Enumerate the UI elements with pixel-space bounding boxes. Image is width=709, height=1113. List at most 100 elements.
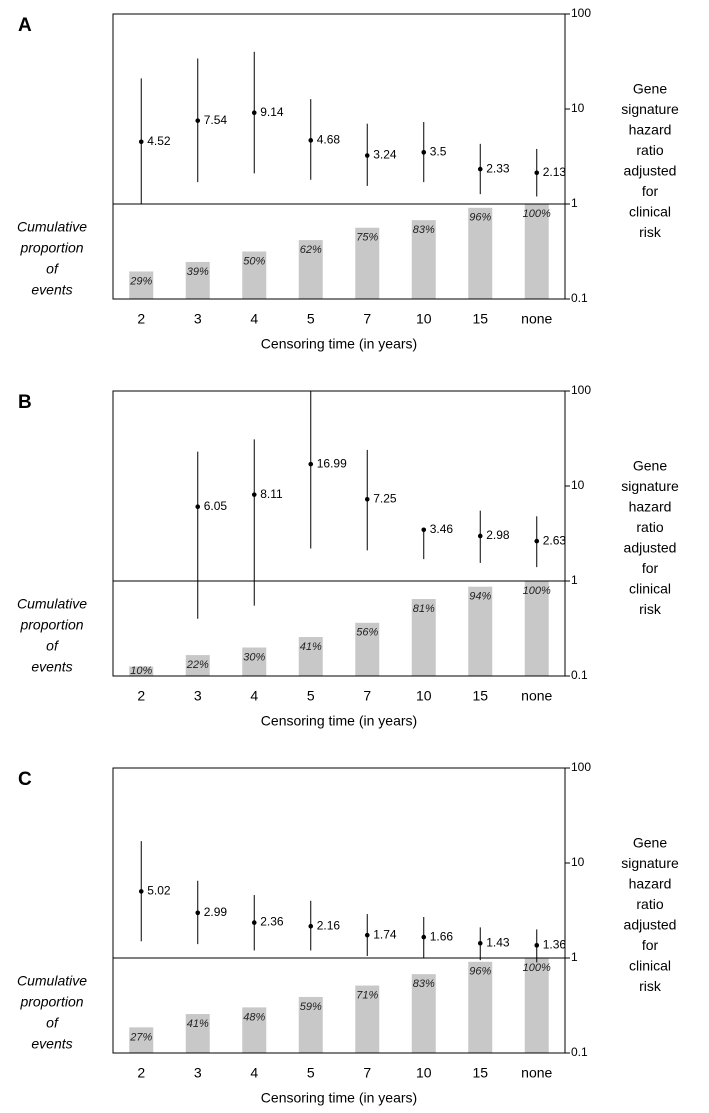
x-tick-label: 7 (363, 1065, 371, 1081)
bar-axis-title: proportion (19, 617, 83, 633)
y-tick-label: 1 (571, 573, 578, 587)
hazard-point (477, 166, 483, 172)
proportion-bar (129, 271, 154, 299)
x-tick-label: 10 (416, 311, 432, 327)
x-tick-label: 15 (472, 688, 488, 704)
y-tick-label: 10 (571, 478, 585, 492)
proportion-bar (355, 622, 380, 676)
y-axis-title: signature (621, 855, 679, 871)
y-tick-label: 10 (571, 855, 585, 869)
y-tick-label: 0.1 (571, 668, 588, 682)
y-axis-title: clinical (629, 204, 671, 220)
plot-frame (112, 13, 566, 300)
x-axis-title: Censoring time (in years) (261, 713, 417, 729)
y-tick-label: 1 (571, 196, 578, 210)
hazard-point (251, 492, 257, 497)
y-tick-label: 100 (571, 383, 591, 397)
proportion-bar (524, 958, 549, 1053)
proportion-bar (298, 240, 323, 299)
y-axis-title: adjusted (624, 917, 677, 933)
proportion-label: 81% (413, 603, 435, 615)
y-axis-title: for (642, 183, 659, 199)
y-axis-title: Gene (633, 81, 667, 97)
y-tick-label: 10 (571, 101, 585, 115)
proportion-label: 83% (413, 978, 435, 990)
proportion-label: 59% (300, 1001, 322, 1013)
hazard-point (138, 889, 144, 894)
hazard-label: 9.14 (260, 105, 284, 119)
x-axis-title: Censoring time (in years) (261, 1090, 417, 1106)
proportion-bar (524, 204, 549, 299)
hazard-point (534, 538, 540, 544)
proportion-label: 10% (130, 665, 152, 677)
y-axis-title: ratio (636, 896, 663, 912)
hazard-label: 7.54 (204, 113, 228, 127)
proportion-bar (242, 647, 267, 676)
hazard-label: 1.66 (430, 929, 454, 943)
proportion-bar (355, 227, 380, 299)
plot-frame (112, 767, 566, 1054)
y-axis-title: adjusted (624, 540, 677, 556)
y-axis-title: for (642, 560, 659, 576)
hazard-label: 5.02 (147, 884, 171, 898)
y-axis-title: risk (639, 224, 662, 240)
proportion-label: 41% (187, 1018, 209, 1030)
proportion-label: 100% (523, 962, 551, 974)
x-tick-label: 5 (307, 688, 315, 704)
hazard-point (421, 527, 427, 533)
y-axis-title: signature (621, 478, 679, 494)
y-tick-label: 1 (571, 950, 578, 964)
y-axis-title: adjusted (624, 163, 677, 179)
hazard-point (364, 932, 370, 938)
proportion-bar (411, 599, 436, 676)
y-axis-title: risk (639, 978, 662, 994)
proportion-bar (242, 1007, 267, 1053)
proportion-bar (468, 586, 493, 676)
bar-axis-title: Cumulative (17, 596, 87, 612)
y-axis-title: ratio (636, 142, 663, 158)
panel-label: B (18, 392, 32, 413)
hazard-label: 2.63 (543, 533, 567, 547)
proportion-label: 41% (300, 641, 322, 653)
y-axis-title: hazard (629, 122, 672, 138)
proportion-label: 83% (413, 224, 435, 236)
proportion-bar (185, 655, 210, 676)
x-tick-label: 4 (250, 311, 258, 327)
x-tick-label: 10 (416, 1065, 432, 1081)
proportion-bar (129, 666, 154, 676)
y-axis-title: hazard (629, 499, 672, 515)
bar-axis-title: proportion (19, 994, 83, 1010)
hazard-label: 1.43 (486, 935, 510, 949)
x-tick-label: 4 (250, 688, 258, 704)
proportion-label: 100% (523, 208, 551, 220)
proportion-bar (468, 961, 493, 1053)
x-tick-label: none (521, 1065, 552, 1081)
y-tick-label: 100 (571, 6, 591, 20)
bar-axis-title: events (31, 1036, 72, 1052)
proportion-bar (411, 220, 436, 299)
hazard-label: 8.11 (260, 487, 283, 501)
proportion-label: 100% (523, 585, 551, 597)
hazard-point (364, 496, 370, 502)
hazard-point (421, 150, 427, 155)
x-tick-label: 3 (194, 688, 202, 704)
hazard-label: 4.52 (147, 134, 171, 148)
hazard-label: 3.46 (430, 522, 454, 536)
hazard-point (477, 533, 483, 539)
y-axis-title: for (642, 937, 659, 953)
hazard-label: 16.99 (317, 456, 347, 470)
proportion-label: 62% (300, 244, 322, 256)
proportion-label: 27% (129, 1031, 152, 1043)
proportion-bar (468, 207, 493, 299)
hazard-label: 3.5 (430, 144, 447, 158)
proportion-bar (242, 251, 267, 299)
bar-axis-title: of (46, 638, 60, 654)
hazard-label: 3.24 (373, 148, 397, 162)
x-tick-label: 4 (250, 1065, 258, 1081)
proportion-label: 56% (356, 627, 378, 639)
hazard-point (308, 138, 314, 143)
proportion-label: 22% (186, 659, 209, 671)
hazard-label: 1.36 (543, 937, 567, 951)
bar-axis-title: of (46, 261, 60, 277)
panel-label: C (18, 769, 32, 790)
